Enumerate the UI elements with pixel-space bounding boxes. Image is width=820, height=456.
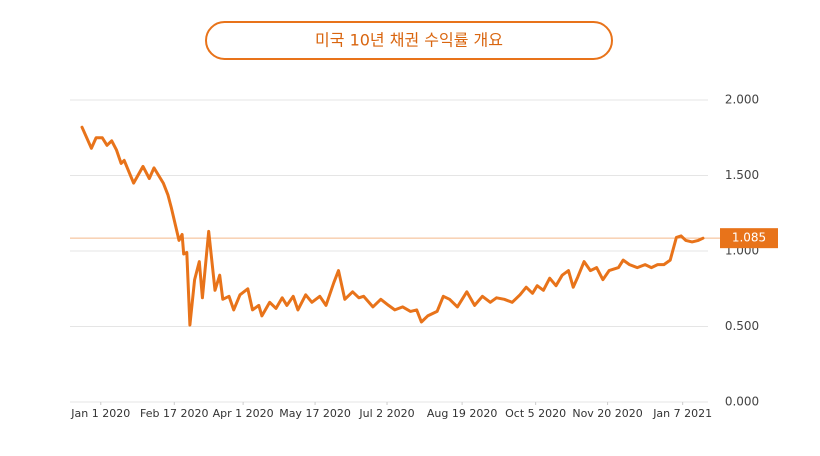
y-tick-label: 1.500 <box>725 168 759 182</box>
x-tick-label: Apr 1 2020 <box>213 407 274 420</box>
y-tick-label: 2.000 <box>725 93 759 107</box>
x-tick-label: Nov 20 2020 <box>572 407 642 420</box>
x-tick-label: Jan 7 2021 <box>652 407 712 420</box>
x-tick-label: Aug 19 2020 <box>427 407 497 420</box>
x-tick-label: Jan 1 2020 <box>70 407 130 420</box>
y-tick-label: 0.500 <box>725 319 759 333</box>
title-pill <box>205 21 613 60</box>
chart-title: 미국 10년 채권 수익률 개요 <box>315 31 503 50</box>
current-value-tag <box>720 228 778 249</box>
current-value-label: 1.085 <box>732 231 766 245</box>
x-tick-label: Jul 2 2020 <box>358 407 414 420</box>
y-tick-label: 0.000 <box>725 395 759 409</box>
x-tick-label: May 17 2020 <box>279 407 351 420</box>
x-tick-label: Feb 17 2020 <box>140 407 208 420</box>
series-line <box>80 125 705 327</box>
x-tick-label: Oct 5 2020 <box>505 407 566 420</box>
